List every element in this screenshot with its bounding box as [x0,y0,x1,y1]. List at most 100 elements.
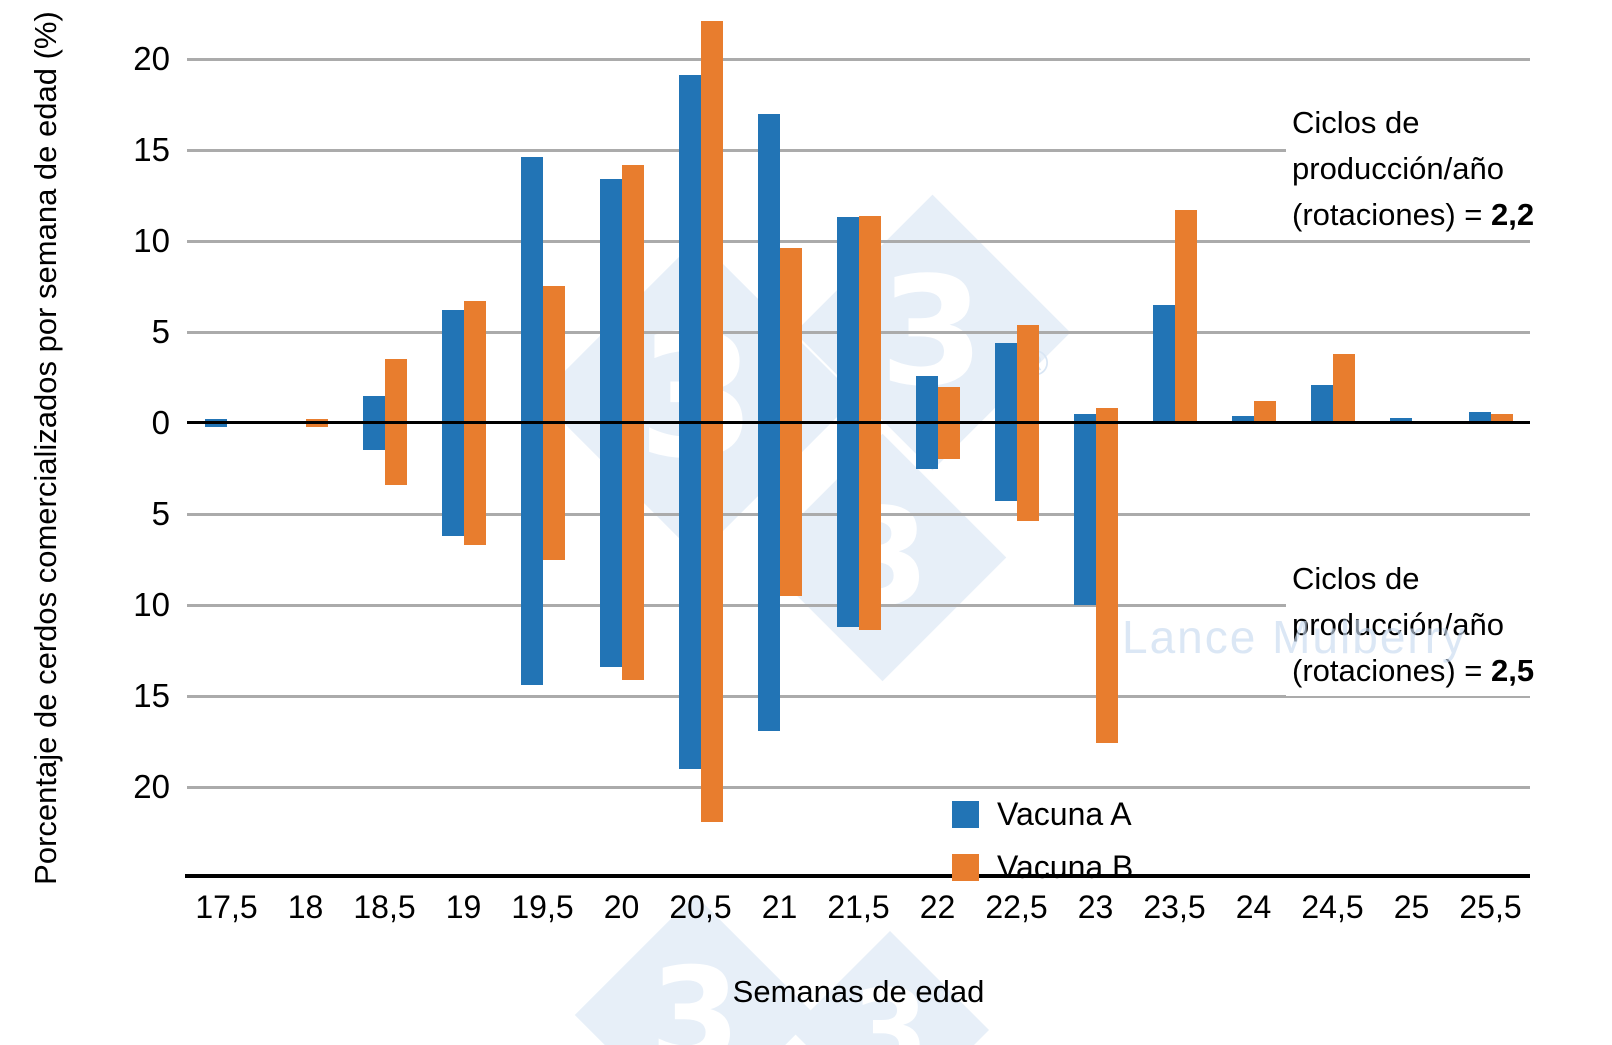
y-tick-label: 15 [133,131,170,168]
x-axis-title: Semanas de edad [732,974,985,1009]
bar-vacuna-b-lower [464,423,486,545]
bar-vacuna-b-upper [780,248,802,423]
legend-label-vacuna-b: Vacuna B [997,849,1134,885]
bar-vacuna-b-lower [701,423,723,822]
bar-vacuna-a-lower [442,423,464,536]
y-tick-label: 15 [133,677,170,714]
bar-vacuna-a-lower [363,423,385,450]
legend-swatch-vacuna-b [952,854,979,881]
bar-vacuna-b-upper [1096,408,1118,423]
bar-vacuna-a-upper [995,343,1017,423]
zero-baseline [187,421,1530,424]
bar-vacuna-a-upper [1390,418,1412,423]
bar-vacuna-a-lower [521,423,543,685]
bar-vacuna-a-upper [442,310,464,423]
bar-vacuna-a-lower [600,423,622,667]
gridline [187,695,1530,698]
y-tick-label: 10 [133,586,170,623]
x-tick-label: 19,5 [511,889,574,925]
legend-label-vacuna-a: Vacuna A [997,796,1132,832]
bar-vacuna-b-lower [385,423,407,485]
bar-vacuna-b-upper [1491,414,1513,423]
bar-vacuna-b-upper [622,165,644,423]
gridline [187,149,1530,152]
bar-vacuna-b-lower [1096,423,1118,743]
bar-vacuna-a-upper [1311,385,1333,423]
y-tick-label: 10 [133,222,170,259]
x-tick-label: 21 [761,889,798,925]
bar-vacuna-a-upper [916,376,938,423]
bar-vacuna-b-upper [701,21,723,423]
x-tick-label: 18 [287,889,324,925]
annotation-rotations-2-2: Ciclos de producción/año (rotaciones) = … [1286,98,1574,240]
y-tick-label: 0 [151,404,170,441]
bar-vacuna-b-lower [543,423,565,560]
legend-swatch-vacuna-a [952,801,979,828]
bar-vacuna-a-lower [995,423,1017,501]
bar-vacuna-b-upper [543,286,565,423]
bar-vacuna-b-upper [1175,210,1197,423]
bar-vacuna-a-upper [600,179,622,423]
bar-vacuna-b-upper [385,359,407,423]
bar-vacuna-a-upper [363,396,385,423]
bar-vacuna-a-upper [837,217,859,423]
bar-vacuna-a-lower [1074,423,1096,605]
bar-vacuna-a-lower [205,423,227,427]
bar-vacuna-a-upper [1232,416,1254,423]
bar-vacuna-b-upper [464,301,486,423]
x-axis-line [185,874,1530,878]
annotation-line: (rotaciones) = 2,2 [1292,197,1535,232]
legend: Vacuna A Vacuna B [952,796,1133,886]
x-tick-label: 22,5 [985,889,1048,925]
bar-vacuna-a-lower [916,423,938,469]
bar-vacuna-a-upper [1074,414,1096,423]
x-tick-label: 19 [445,889,482,925]
bar-vacuna-a-upper [758,114,780,423]
annotation-line: Ciclos de [1292,561,1420,596]
bar-vacuna-a-lower [837,423,859,627]
legend-item-vacuna-b: Vacuna B [952,849,1133,886]
annotation-rotations-2-5: Ciclos de producción/año (rotaciones) = … [1286,554,1574,696]
bar-vacuna-a-lower [679,423,701,769]
x-tick-label: 24 [1235,889,1272,925]
bar-vacuna-a-upper [1153,305,1175,423]
x-tick-label: 22 [919,889,956,925]
gridline [187,786,1530,789]
bar-vacuna-b-lower [1017,423,1039,521]
x-tick-label: 21,5 [827,889,890,925]
bar-vacuna-b-upper [1017,325,1039,423]
gridline [187,58,1530,61]
bar-vacuna-b-lower [859,423,881,630]
watermark-name: Lance Mulberry [1122,611,1468,663]
annotation-line: (rotaciones) = 2,5 [1292,653,1535,688]
bar-vacuna-a-lower [758,423,780,731]
x-tick-label: 25,5 [1459,889,1522,925]
bar-vacuna-b-upper [859,216,881,423]
bar-vacuna-b-upper [938,387,960,423]
x-tick-label: 20,5 [669,889,732,925]
x-tick-label: 18,5 [353,889,416,925]
annotation-line: producción/año [1292,151,1504,186]
x-tick-label: 23 [1077,889,1114,925]
y-tick-label: 5 [151,495,170,532]
y-tick-label: 20 [133,768,170,805]
bar-vacuna-b-upper [1254,401,1276,423]
bar-vacuna-a-upper [521,157,543,423]
bar-vacuna-a-upper [679,75,701,423]
x-tick-label: 25 [1393,889,1430,925]
x-tick-label: 17,5 [195,889,258,925]
y-tick-label: 20 [133,40,170,77]
legend-item-vacuna-a: Vacuna A [952,796,1133,833]
annotation-value: 2,2 [1491,197,1535,232]
x-tick-label: 23,5 [1143,889,1206,925]
bar-vacuna-b-upper [1333,354,1355,423]
bar-vacuna-b-lower [780,423,802,596]
bar-vacuna-a-upper [1469,412,1491,423]
x-tick-label: 24,5 [1301,889,1364,925]
y-tick-label: 5 [151,313,170,350]
bar-vacuna-b-lower [622,423,644,680]
annotation-line: Ciclos de [1292,105,1420,140]
annotation-value: 2,5 [1491,653,1535,688]
x-tick-label: 20 [603,889,640,925]
